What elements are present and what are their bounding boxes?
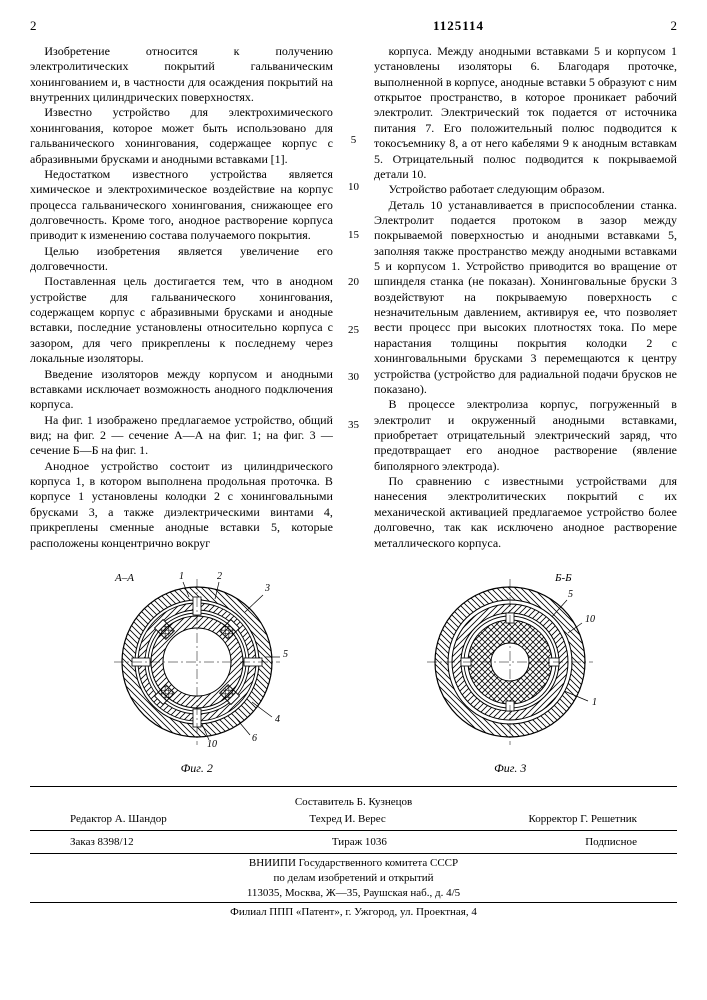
- line-num: 5: [347, 134, 360, 146]
- callout: 3: [264, 583, 270, 594]
- compiler: Составитель Б. Кузнецов: [30, 796, 677, 808]
- callout: 2: [217, 571, 222, 582]
- fig3-caption: Фиг. 3: [494, 761, 526, 776]
- para: В процессе электролиза корпус, погруженн…: [374, 397, 677, 474]
- line-num: 15: [347, 229, 360, 241]
- figures-row: А–А 1 2 3 5 4 6 10: [30, 567, 677, 776]
- editor: Редактор А. Шандор: [70, 813, 167, 825]
- para: Недостатком известного устройства являет…: [30, 167, 333, 244]
- left-column: Изобретение относится к получению электр…: [30, 44, 333, 551]
- callout: 6: [252, 733, 257, 744]
- tech-editor: Техред И. Верес: [309, 813, 385, 825]
- order: Заказ 8398/12: [70, 836, 134, 848]
- para: Введение изоляторов между корпусом и ано…: [30, 367, 333, 413]
- figure-3-svg: Б-Б 5 10 1: [410, 567, 610, 757]
- figure-2: А–А 1 2 3 5 4 6 10: [97, 567, 297, 776]
- org1: ВНИИПИ Государственного комитета СССР: [30, 857, 677, 869]
- callout: 4: [275, 714, 280, 725]
- line-num: 20: [347, 276, 360, 288]
- para: Поставленная цель достигается тем, что в…: [30, 274, 333, 366]
- figure-3: Б-Б 5 10 1: [410, 567, 610, 776]
- right-column: корпуса. Между анодными вставками 5 и ко…: [374, 44, 677, 551]
- signed: Подписное: [585, 836, 637, 848]
- para: Устройство работает следующим образом.: [374, 182, 677, 197]
- page-indicator-right: 2: [670, 18, 677, 34]
- figure-2-svg: А–А 1 2 3 5 4 6 10: [97, 567, 297, 757]
- corrector: Корректор Г. Решетник: [528, 813, 637, 825]
- para: Известно устройство для электрохимическо…: [30, 105, 333, 166]
- line-num: 10: [347, 181, 360, 193]
- para: Изобретение относится к получению электр…: [30, 44, 333, 105]
- body-columns: Изобретение относится к получению электр…: [30, 44, 677, 551]
- line-num: 35: [347, 419, 360, 431]
- address2: Филиал ППП «Патент», г. Ужгород, ул. Про…: [30, 906, 677, 918]
- address1: 113035, Москва, Ж—35, Раушская наб., д. …: [30, 887, 677, 899]
- para: По сравнению с известными устройствами д…: [374, 474, 677, 551]
- section-label: А–А: [114, 572, 134, 584]
- fig2-caption: Фиг. 2: [181, 761, 213, 776]
- callout: 10: [585, 614, 595, 625]
- callout: 5: [568, 589, 573, 600]
- para: Целью изобретения является увеличение ег…: [30, 244, 333, 275]
- callout: 10: [207, 739, 217, 750]
- para: Деталь 10 устанавливается в приспособлен…: [374, 198, 677, 398]
- footer: Составитель Б. Кузнецов Редактор А. Шанд…: [30, 786, 677, 918]
- line-num: 25: [347, 324, 360, 336]
- line-num: 30: [347, 371, 360, 383]
- callout: 1: [179, 571, 184, 582]
- callout: 5: [283, 649, 288, 660]
- page-indicator: 2: [30, 18, 37, 34]
- page-header: 2 1125114 2: [30, 18, 677, 34]
- patent-number: 1125114: [433, 18, 484, 34]
- para: На фиг. 1 изображено предлагаемое устрой…: [30, 413, 333, 459]
- org2: по делам изобретений и открытий: [30, 872, 677, 884]
- line-number-gutter: 5 10 15 20 25 30 35: [347, 44, 360, 551]
- section-label: Б-Б: [554, 572, 572, 584]
- para: корпуса. Между анодными вставками 5 и ко…: [374, 44, 677, 182]
- para: Анодное устройство состоит из цилиндриче…: [30, 459, 333, 551]
- callout: 1: [592, 697, 597, 708]
- tirage: Тираж 1036: [332, 836, 387, 848]
